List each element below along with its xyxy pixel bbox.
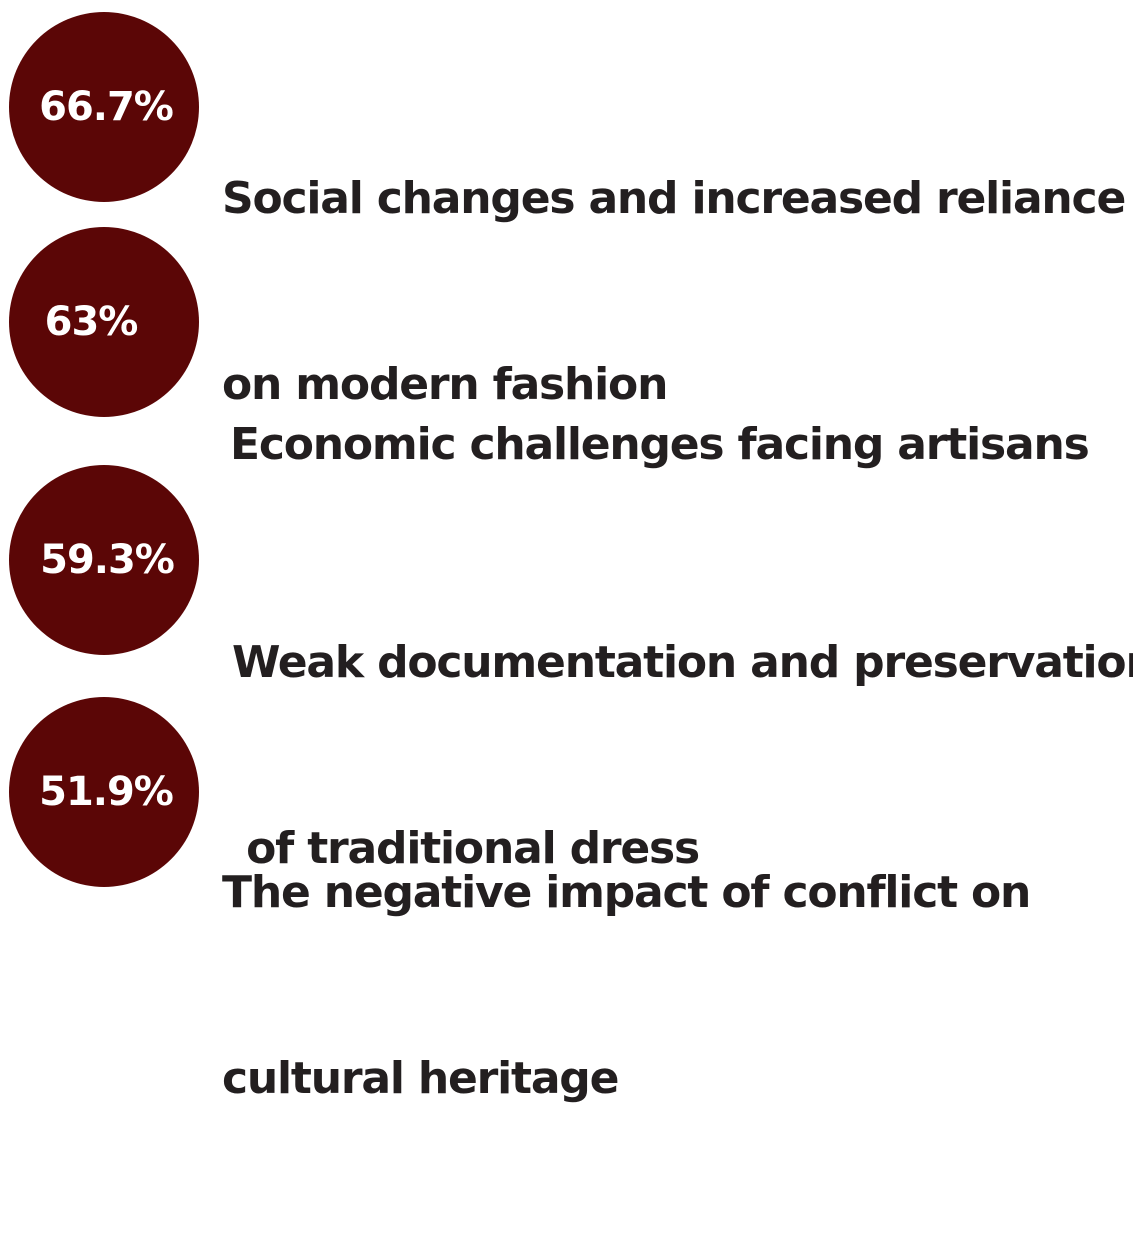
- stat-label: The negative impact of conflict on cultu…: [222, 738, 1031, 1234]
- stat-label: Economic challenges facing artisans: [230, 290, 1090, 600]
- percent-value: 63%: [44, 299, 139, 345]
- percent-value: 51.9%: [39, 769, 174, 815]
- stat-label-line: of traditional dress: [232, 823, 700, 874]
- stat-label: Social changes and increased reliance on…: [222, 44, 1126, 540]
- stat-label-line: Social changes and increased reliance: [222, 173, 1126, 224]
- percent-circle: 51.9%: [9, 697, 199, 887]
- percent-value: 59.3%: [40, 537, 175, 583]
- stat-label-line: Economic challenges facing artisans: [230, 419, 1090, 470]
- stat-label-line: cultural heritage: [222, 1053, 619, 1104]
- percent-circle: 59.3%: [9, 465, 199, 655]
- stat-label-line: Weak documentation and preservation: [232, 637, 1133, 688]
- stat-label: Weak documentation and preservation of t…: [232, 508, 1133, 1004]
- percent-value: 66.7%: [39, 84, 174, 130]
- percent-circle: 63%: [9, 227, 199, 417]
- percent-circle: 66.7%: [9, 12, 199, 202]
- stat-label-line: on modern fashion: [222, 359, 668, 410]
- stat-label-line: The negative impact of conflict on: [222, 867, 1031, 918]
